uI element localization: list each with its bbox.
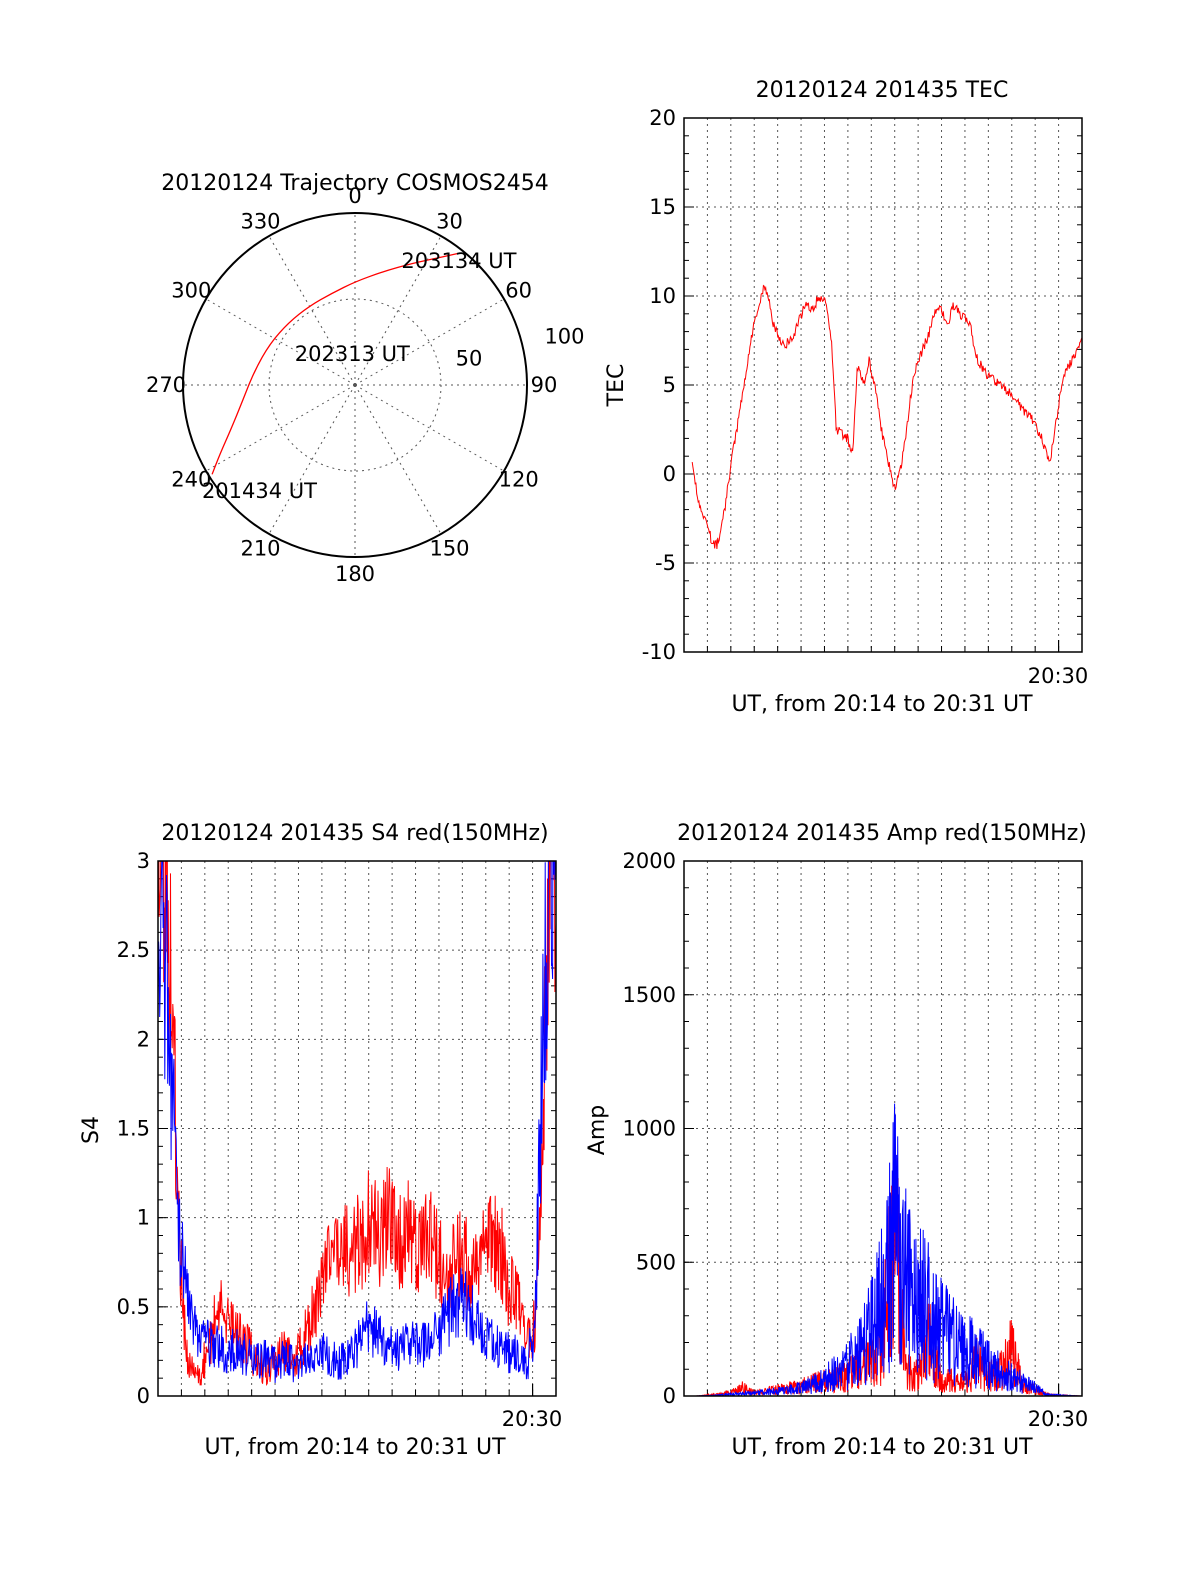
polar-spoke-150	[354, 384, 442, 535]
y-tick-label: 2000	[623, 849, 676, 873]
s4-panel: 20120124 201435 S4 red(150MHz) UT, from …	[79, 821, 563, 1460]
y-tick-label: 5	[663, 373, 676, 397]
y-tick-label: -5	[655, 551, 676, 575]
y-tick-label: -10	[642, 640, 676, 664]
y-tick-label: 1000	[623, 1117, 676, 1141]
tec-ylabel: TEC	[604, 364, 629, 408]
polar-angle-label: 240	[171, 468, 211, 492]
s4-title: 20120124 201435 S4 red(150MHz)	[161, 821, 548, 846]
y-tick-label: 2.5	[117, 938, 150, 962]
y-tick-label: 3	[137, 849, 150, 873]
plot-frame	[683, 860, 1083, 1397]
polar-angle-label: 0	[348, 184, 361, 208]
y-tick-label: 1	[137, 1206, 150, 1230]
polar-radial-label: 50	[456, 347, 483, 371]
polar-angle-label: 60	[505, 279, 532, 303]
polar-angle-label: 210	[240, 537, 280, 561]
tec-xtick-label: 20:30	[1028, 664, 1089, 688]
polar-spoke-240	[205, 384, 356, 472]
y-tick-label: 20	[649, 106, 676, 130]
amp-panel: 20120124 201435 Amp red(150MHz) UT, from…	[585, 821, 1088, 1460]
polar-angle-label: 150	[429, 537, 469, 561]
s4-xtick-label: 20:30	[502, 1407, 563, 1431]
trajectory-time-label: 203134 UT	[401, 249, 516, 273]
s4-ylabel: S4	[79, 1116, 104, 1144]
polar-angle-label: 270	[146, 373, 186, 397]
trajectory-time-label: 201434 UT	[202, 479, 317, 503]
y-tick-label: 10	[649, 284, 676, 308]
series-line-blue	[158, 861, 556, 1384]
plot-frame	[157, 860, 557, 1397]
y-tick-label: 0	[663, 462, 676, 486]
s4-xlabel: UT, from 20:14 to 20:31 UT	[204, 1435, 506, 1460]
amp-xlabel: UT, from 20:14 to 20:31 UT	[731, 1435, 1033, 1460]
polar-angle-label: 90	[531, 373, 558, 397]
tec-panel: 20120124 201435 TEC UT, from 20:14 to 20…	[604, 78, 1088, 717]
amp-ylabel: Amp	[585, 1105, 610, 1155]
polar-spoke-300	[205, 298, 356, 386]
y-tick-label: 1.5	[117, 1117, 150, 1141]
polar-angle-label: 30	[436, 209, 463, 233]
polar-spoke-120	[354, 384, 505, 472]
trajectory-line	[211, 252, 458, 475]
y-tick-label: 0	[137, 1384, 150, 1408]
tec-xlabel: UT, from 20:14 to 20:31 UT	[731, 692, 1033, 717]
polar-angle-label: 120	[499, 468, 539, 492]
y-tick-label: 0.5	[117, 1295, 150, 1319]
series-line-blue	[695, 1103, 1082, 1396]
polar-panel: 20120124 Trajectory COSMOS2454 0 30 60 90 12…	[146, 171, 585, 586]
polar-outer-ring	[182, 212, 528, 558]
y-tick-label: 2	[137, 1027, 150, 1051]
polar-angle-label: 300	[171, 279, 211, 303]
y-tick-label: 0	[663, 1384, 676, 1408]
polar-angle-label: 330	[240, 209, 280, 233]
polar-title: 20120124 Trajectory COSMOS2454	[161, 171, 548, 196]
y-tick-label: 500	[636, 1250, 676, 1274]
polar-radial-label: 100	[544, 325, 584, 349]
polar-spoke-60	[354, 298, 505, 386]
series-line-red	[691, 284, 1082, 550]
y-tick-label: 15	[649, 195, 676, 219]
polar-spoke-210	[268, 384, 356, 535]
polar-spoke-30	[354, 235, 442, 386]
polar-spoke-330	[268, 235, 356, 386]
amp-title: 20120124 201435 Amp red(150MHz)	[677, 821, 1087, 846]
amp-xtick-label: 20:30	[1028, 1407, 1089, 1431]
polar-angle-label: 180	[335, 562, 375, 586]
y-tick-label: 1500	[623, 983, 676, 1007]
series-line-red	[158, 861, 556, 1386]
trajectory-time-label: 202313 UT	[295, 342, 410, 366]
tec-title: 20120124 201435 TEC	[756, 78, 1009, 103]
plot-frame	[683, 117, 1083, 653]
